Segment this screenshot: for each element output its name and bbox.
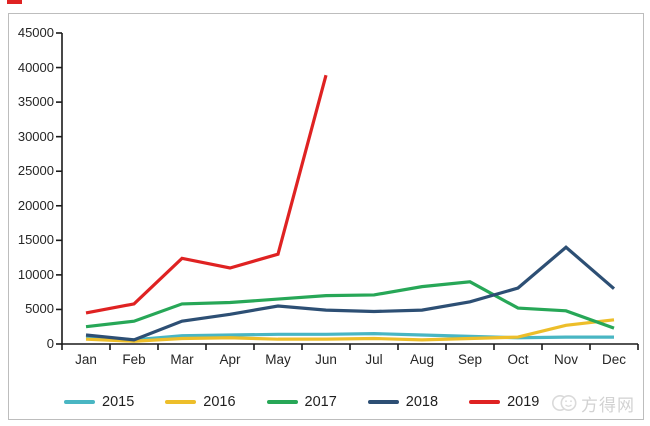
y-axis-tick-label: 25000 [17,163,54,179]
x-axis-tick-label-dec: Dec [601,352,626,367]
x-axis-tick-label-jun: Jun [315,352,337,367]
legend-item-2016: 2016 [165,394,236,410]
legend-swatch-2015 [64,400,95,404]
watermark: 方得网 [551,391,635,415]
x-axis-tick-label-feb: Feb [122,352,146,367]
x-axis-tick-label-jul: Jul [365,352,383,367]
series-line-2015 [85,332,614,342]
legend-swatch-2016 [165,400,197,404]
legend-item-2018: 2018 [367,394,439,410]
legend-label-2019: 2019 [507,394,540,410]
y-axis-tick-label: 35000 [17,94,54,110]
x-axis-tick-label-sep: Sep [457,352,483,367]
x-axis-tick-label-nov: Nov [553,352,578,367]
series-line-2016 [85,318,615,343]
series-line-2017 [85,280,615,330]
legend-label-2015: 2015 [102,394,135,410]
y-axis-tick-label: 45000 [17,25,54,40]
y-axis-tick-label: 10000 [17,266,54,282]
legend-swatch-2019 [469,400,501,404]
y-axis-tick-label: 30000 [17,128,54,144]
x-axis-tick-label-oct: Oct [507,352,529,367]
series-line-2019 [85,74,328,315]
x-axis-tick-label-mar: Mar [170,352,194,367]
smiley-chat-logo-icon [552,395,577,411]
y-axis-tick-label: 20000 [17,197,54,213]
watermark-text: 方得网 [581,395,635,415]
x-axis-tick-label-aug: Aug [409,352,435,367]
axis-lines [61,33,638,345]
legend-label-2016: 2016 [203,394,236,410]
legend-label-2018: 2018 [405,394,439,410]
legend-item-2015: 2015 [64,394,134,410]
legend-swatch-2018 [367,400,399,404]
y-axis-tick-label: 40000 [17,59,54,75]
y-axis-tick-label: 15000 [17,232,54,248]
legend-item-2019: 2019 [469,394,539,410]
chart-legend: 2015 2016 2017 2018 2019 [64,392,539,412]
series-line-2018 [85,245,616,342]
x-axis-tick-label-jan: Jan [75,352,97,367]
x-axis-tick-label-apr: Apr [219,352,241,367]
legend-label-2017: 2017 [304,394,337,410]
legend-swatch-2017 [266,400,298,404]
legend-item-2017: 2017 [266,394,337,410]
x-axis-tick-label-may: May [265,352,291,367]
y-axis-tick-label: 5000 [25,301,54,317]
top-left-red-marker [7,0,22,4]
y-axis-tick-label: 0 [46,336,54,351]
